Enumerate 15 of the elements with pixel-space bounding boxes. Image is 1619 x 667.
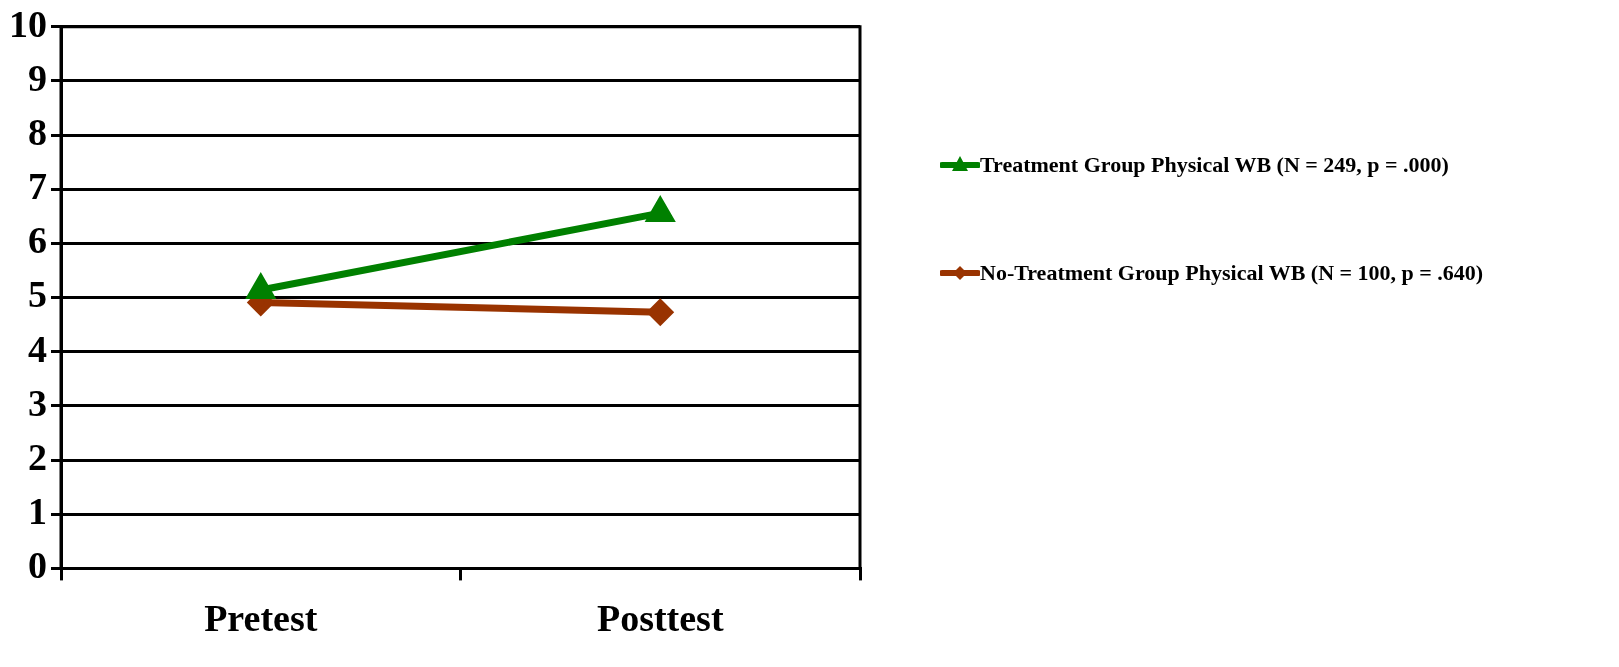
y-tick-label: 10	[9, 2, 47, 45]
x-tick-label: Posttest	[596, 597, 724, 640]
y-tick-label: 7	[28, 165, 47, 208]
legend-label: No-Treatment Group Physical WB (N = 100, p = .640)	[980, 260, 1484, 285]
y-tick-label: 9	[28, 56, 47, 99]
legend-label: Treatment Group Physical WB (N = 249, p = .000)	[980, 152, 1449, 177]
y-tick-label: 4	[28, 327, 47, 370]
y-tick-label: 1	[28, 490, 47, 533]
y-tick-label: 8	[28, 110, 47, 153]
y-tick-label: 5	[28, 273, 47, 316]
y-tick-label: 6	[28, 219, 47, 262]
y-tick-label: 0	[28, 544, 47, 587]
y-tick-label: 2	[28, 435, 47, 478]
y-tick-label: 3	[28, 381, 47, 424]
x-tick-label: Pretest	[204, 597, 318, 640]
